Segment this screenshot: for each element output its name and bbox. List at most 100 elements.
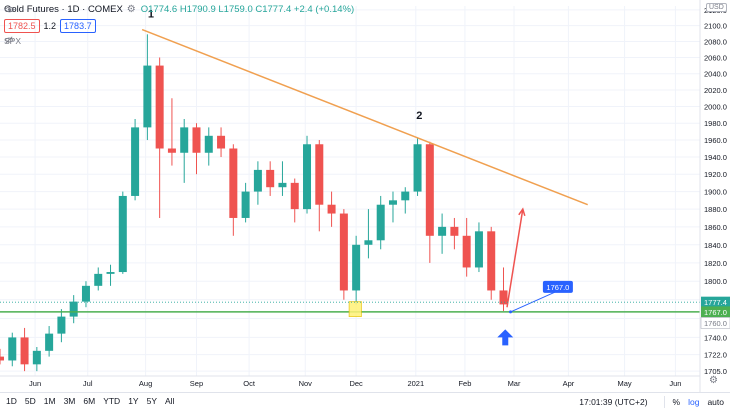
candle-body [229, 148, 238, 218]
range-button-all[interactable]: All [165, 396, 175, 406]
y-tick-label: 2020.0 [704, 86, 727, 95]
y-tick-label: 1940.0 [704, 153, 727, 162]
indicator-legend: SPX [4, 36, 21, 46]
spread-value: 1.2 [43, 21, 57, 31]
time-axis[interactable]: Jun Jul Aug Sep Oct Nov Dec 2021 Feb Mar Apr May Jun [0, 375, 700, 388]
currency-label[interactable]: USD [706, 3, 727, 12]
y-tick-label: 1900.0 [704, 188, 727, 197]
y-tick-label: 1840.0 [704, 241, 727, 250]
range-button-ytd[interactable]: YTD [103, 396, 121, 406]
candle-body [352, 244, 361, 291]
candle-body [266, 169, 275, 188]
eye-slash-icon[interactable] [4, 36, 14, 44]
x-tick-label: Feb [458, 379, 471, 388]
range-selector: 1D 5D 1M 3M 6M YTD 1Y 5Y All [6, 396, 174, 406]
candle-body [327, 204, 336, 214]
range-button-5y[interactable]: 5Y [146, 396, 157, 406]
candles-layer [0, 34, 508, 372]
resistance-trendline [141, 28, 588, 206]
highlight-box [348, 301, 362, 318]
candle-body [118, 195, 127, 273]
candle-body [217, 135, 226, 149]
price-axis[interactable]: 1705.01722.01740.01760.01780.01800.01820… [699, 0, 730, 392]
last-price-tag [701, 296, 730, 308]
x-tick-label: Nov [299, 379, 313, 388]
y-tick-label: 1740.0 [704, 333, 727, 342]
settings-icon[interactable]: ⚙ [709, 375, 718, 386]
range-button-5d[interactable]: 5D [24, 396, 36, 406]
candle-body [376, 204, 385, 241]
range-button-1m[interactable]: 1M [43, 396, 56, 406]
x-tick-label: Oct [243, 379, 256, 388]
y-tick-label: 1880.0 [704, 205, 727, 214]
y-tick-label: 2000.0 [704, 103, 727, 112]
y-tick-label: 2100.0 [704, 22, 727, 31]
candle-body [499, 290, 508, 305]
candle-body [364, 240, 373, 245]
symbol-title[interactable]: Gold Futures · 1D · COMEX [4, 4, 123, 15]
range-button-6m[interactable]: 6M [83, 396, 96, 406]
eye-icon[interactable] [4, 4, 15, 15]
candle-body [106, 272, 115, 274]
log-toggle[interactable]: log [688, 397, 700, 407]
y-tick-label: 1800.0 [704, 277, 727, 286]
secondary-price-label: 1760.0 [704, 319, 727, 328]
candle-body [425, 144, 434, 236]
toolbar-divider [663, 396, 665, 408]
chart-background [0, 0, 700, 392]
x-tick-label: Mar [508, 379, 521, 388]
support-price-label: 1767.0 [704, 308, 727, 317]
symbol-legend: Gold Futures · 1D · COMEX ⚙ O1774.6 H179… [4, 4, 354, 15]
y-tick-label: 2060.0 [704, 54, 727, 63]
gear-icon[interactable]: ⚙ [126, 4, 136, 15]
candle-body [180, 127, 189, 153]
y-tick-label: 1820.0 [704, 259, 727, 268]
clock[interactable]: 17:01:39 (UTC+2) [579, 397, 648, 407]
candle-body [94, 273, 103, 286]
y-tick-label: 1860.0 [704, 223, 727, 232]
x-tick-label: Sep [190, 379, 203, 388]
candle-body [241, 191, 250, 218]
price-note-leader [510, 290, 559, 313]
y-tick-label: 2080.0 [704, 37, 727, 46]
candle-body [143, 65, 152, 128]
candle-body [315, 144, 324, 205]
candle-body [388, 200, 397, 205]
wave-label: 2 [416, 110, 422, 122]
price-note-label: 1767.0 [546, 283, 569, 292]
buy-button[interactable]: 1783.7 [60, 19, 96, 33]
indicator-label[interactable]: SPX [4, 36, 22, 46]
percent-toggle[interactable]: % [672, 397, 681, 407]
sell-button[interactable]: 1782.5 [4, 19, 40, 33]
candle-body [0, 356, 4, 361]
x-tick-label: Apr [563, 379, 575, 388]
candle-body [474, 231, 483, 268]
candle-body [192, 127, 201, 153]
range-button-1y[interactable]: 1Y [128, 396, 139, 406]
drawings-layer: 1 2 1767.0 [0, 9, 700, 346]
candle-body [303, 144, 312, 210]
projection-arrow-line [506, 209, 524, 308]
x-tick-label: May [617, 379, 631, 388]
price-note-anchor [509, 310, 513, 314]
x-tick-label: Dec [349, 379, 363, 388]
toolbar-right: 17:01:39 (UTC+2) % log auto [579, 396, 724, 408]
candle-body [278, 182, 287, 188]
candle-body [20, 337, 29, 365]
candle-body [57, 316, 66, 334]
ohlc-values: O1774.6 H1790.9 L1759.0 C1777.4 +2.4 (+0… [140, 4, 355, 15]
up-arrow-icon [497, 329, 514, 346]
projection-arrow-head [518, 207, 526, 217]
range-button-3m[interactable]: 3M [63, 396, 76, 406]
last-price-label: 1777.4 [704, 298, 727, 307]
candle-body [167, 148, 176, 153]
x-tick-label: 2021 [407, 379, 424, 388]
candle-body [339, 213, 348, 291]
candle-body [131, 127, 140, 196]
auto-toggle[interactable]: auto [707, 397, 724, 407]
candle-body [155, 65, 164, 149]
candle-body [290, 182, 299, 210]
range-button-1d[interactable]: 1D [6, 396, 17, 406]
